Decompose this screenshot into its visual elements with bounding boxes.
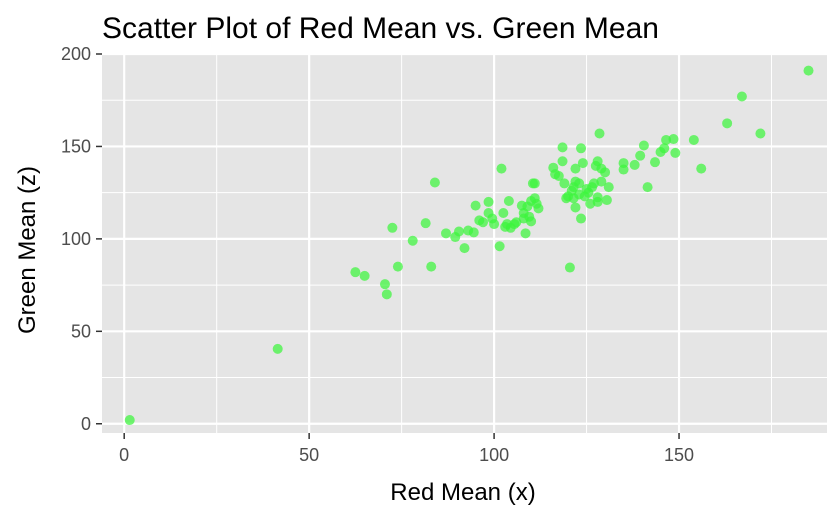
data-point [124, 415, 135, 426]
data-point [496, 163, 507, 174]
data-point [407, 235, 418, 246]
data-point [392, 261, 403, 272]
data-point [600, 167, 611, 178]
data-point [574, 178, 585, 189]
data-point [803, 65, 814, 76]
data-point [638, 140, 649, 151]
data-point [576, 213, 587, 224]
data-points [124, 65, 814, 426]
data-point [441, 228, 452, 239]
data-point [520, 228, 531, 239]
data-point [557, 142, 568, 153]
major-gridlines [102, 52, 827, 433]
data-point [526, 216, 537, 227]
data-point [387, 222, 398, 233]
data-point [272, 343, 283, 354]
data-point [489, 219, 500, 230]
minor-gridlines [102, 54, 827, 433]
data-point [429, 177, 440, 188]
data-point [477, 217, 488, 228]
y-tick-label: 200 [61, 44, 91, 64]
data-point [629, 159, 640, 170]
data-point [426, 261, 437, 272]
chart-title: Scatter Plot of Red Mean vs. Green Mean [102, 12, 659, 45]
data-point [618, 158, 629, 169]
data-point [570, 163, 581, 174]
data-point [529, 178, 540, 189]
y-axis-title: Green Mean (z) [14, 166, 41, 334]
data-point [736, 91, 747, 102]
data-point [642, 182, 653, 193]
data-point [688, 134, 699, 145]
data-point [533, 203, 544, 214]
x-tick-label: 0 [119, 445, 129, 465]
data-point [594, 128, 605, 139]
data-point [564, 262, 575, 273]
data-point [592, 156, 603, 167]
data-point [577, 158, 588, 169]
data-point [420, 218, 431, 229]
data-point [659, 143, 670, 154]
y-tick-label: 150 [61, 136, 91, 156]
x-tick-label: 50 [299, 445, 319, 465]
data-point [470, 200, 481, 211]
data-point [453, 226, 464, 237]
x-axis-title: Red Mean (x) [390, 479, 535, 506]
data-point [596, 176, 607, 187]
data-point [494, 241, 505, 252]
data-point [576, 143, 587, 154]
data-point [503, 195, 514, 206]
data-point [722, 118, 733, 129]
data-point [635, 150, 646, 161]
data-point [559, 178, 570, 189]
data-point [570, 202, 581, 213]
y-tick-label: 100 [61, 229, 91, 249]
y-tick-label: 0 [81, 414, 91, 434]
data-point [459, 243, 470, 254]
x-tick-label: 100 [479, 445, 509, 465]
data-point [483, 196, 494, 207]
data-point [553, 171, 564, 182]
x-tick-label: 150 [664, 445, 694, 465]
data-point [601, 195, 612, 206]
data-point [511, 217, 522, 228]
y-tick-label: 50 [71, 321, 91, 341]
y-axis: 0 50 100 150 200 [61, 44, 102, 434]
x-axis: 0 50 100 150 [119, 433, 694, 465]
data-point [696, 163, 707, 174]
data-point [670, 147, 681, 158]
data-point [350, 267, 361, 278]
data-point [379, 279, 390, 290]
data-point [359, 270, 370, 281]
data-point [661, 134, 672, 145]
data-point [557, 156, 568, 167]
data-point [755, 128, 766, 139]
data-point [498, 207, 509, 218]
data-point [468, 227, 479, 238]
data-point [649, 157, 660, 168]
data-point [381, 289, 392, 300]
data-point [603, 182, 614, 193]
data-point [668, 134, 679, 145]
data-point [592, 192, 603, 203]
